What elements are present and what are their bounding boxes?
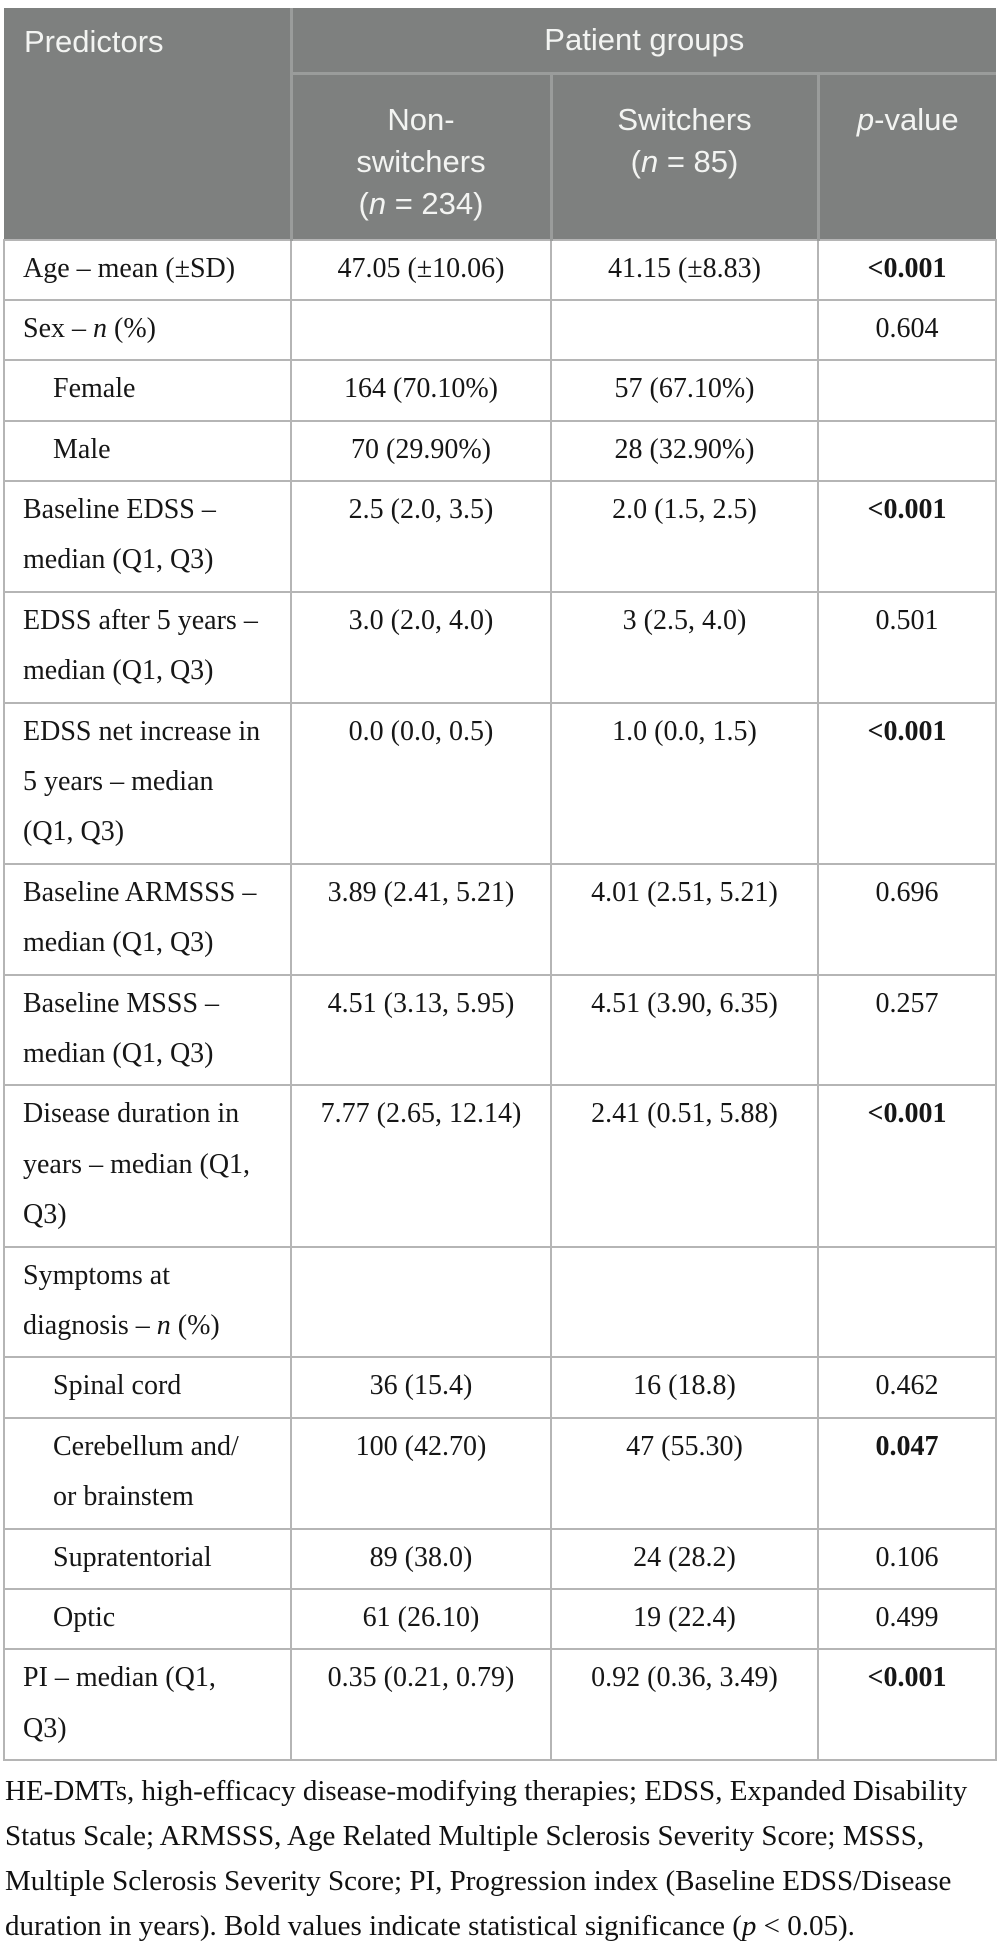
switchers-value-cell: 2.41 (0.51, 5.88) [550, 1084, 819, 1248]
p-value-cell: <0.001 [816, 238, 998, 301]
non-switchers-value-cell: 4.51 (3.13, 5.95) [290, 973, 552, 1087]
p-value-cell [816, 1245, 998, 1359]
switchers-value-cell: 16 (18.8) [550, 1356, 819, 1419]
p-value-cell: <0.001 [816, 701, 998, 865]
predictor-cell: EDSS after 5 years – median (Q1, Q3) [3, 590, 292, 704]
predictor-cell: Supratentorial [3, 1527, 292, 1590]
predictor-cell: Baseline MSSS – median (Q1, Q3) [3, 973, 292, 1087]
header-patient-groups: Patient groups [289, 8, 997, 75]
switchers-value-cell: 28 (32.90%) [550, 419, 819, 483]
p-value-cell [816, 419, 998, 483]
header-row-columns: Non-switchers (n = 234) Switchers (n = 85)… [4, 73, 997, 240]
switchers-value-cell [550, 298, 819, 362]
table-row: Age – mean (±SD) 47.05 (±10.06) 41.15 (±8.… [3, 238, 998, 301]
header-row-groups: Predictors Patient groups [4, 8, 997, 240]
table-row: Symptoms at diagnosis – n (%) [3, 1245, 998, 1359]
non-switchers-value-cell: 70 (29.90%) [290, 419, 552, 483]
non-switchers-value-cell: 47.05 (±10.06) [290, 238, 552, 301]
p-value-cell [816, 359, 998, 422]
non-switchers-value-cell: 0.0 (0.0, 0.5) [290, 701, 552, 865]
predictor-cell: Sex – n (%) [3, 298, 292, 362]
predictors-table: Predictors Patient groups Non-switchers(… [3, 8, 998, 1762]
p-value-cell: 0.501 [816, 590, 998, 704]
table-row: Baseline EDSS – median (Q1, Q3) 2.5 (2.0, … [3, 480, 998, 593]
predictor-cell: Disease duration in years – median (Q1, Q3… [3, 1084, 292, 1248]
table-row: PI – median (Q1, Q3) 0.35 (0.21, 0.79) 0.92… [3, 1648, 998, 1762]
non-switchers-value-cell: 2.5 (2.0, 3.5) [290, 480, 552, 593]
switchers-value-cell: 47 (55.30) [550, 1416, 819, 1530]
non-switchers-value-cell: 61 (26.10) [290, 1587, 552, 1651]
predictor-cell: Symptoms at diagnosis – n (%) [3, 1245, 292, 1359]
p-value-cell: 0.257 [816, 973, 998, 1087]
switchers-value-cell: 4.01 (2.51, 5.21) [550, 862, 819, 976]
predictor-cell: Male [3, 419, 292, 483]
non-switchers-value-cell: 0.35 (0.21, 0.79) [290, 1648, 552, 1762]
predictor-cell: Female [3, 359, 292, 422]
table-row: Female 164 (70.10%) 57 (67.10%) [3, 359, 998, 422]
switchers-value-cell: 0.92 (0.36, 3.49) [550, 1648, 819, 1762]
table-body: Age – mean (±SD) 47.05 (±10.06) 41.15 (±8.… [3, 238, 998, 1762]
switchers-value-cell: 19 (22.4) [550, 1587, 819, 1651]
p-value-cell: <0.001 [816, 1084, 998, 1248]
p-value-cell: 0.499 [816, 1587, 998, 1651]
p-value-cell: 0.106 [816, 1527, 998, 1590]
table-row: Optic 61 (26.10) 19 (22.4) 0.499 [3, 1587, 998, 1651]
non-switchers-value-cell: 89 (38.0) [290, 1527, 552, 1590]
table-row: EDSS net increase in 5 years – median (Q1,… [3, 701, 998, 865]
predictor-cell: Baseline ARMSSS – median (Q1, Q3) [3, 862, 292, 976]
predictor-cell: Baseline EDSS – median (Q1, Q3) [3, 480, 292, 593]
non-switchers-value-cell: 164 (70.10%) [290, 359, 552, 422]
table-row: Sex – n (%) 0.604 [3, 298, 998, 362]
predictor-cell: Age – mean (±SD) [3, 238, 292, 301]
table-row: Spinal cord 36 (15.4) 16 (18.8) 0.462 [3, 1356, 998, 1419]
table-row: Baseline ARMSSS – median (Q1, Q3) 3.89 (2.… [3, 862, 998, 976]
table-header: Predictors Patient groups Non-switchers(… [4, 8, 997, 240]
switchers-value-cell: 4.51 (3.90, 6.35) [550, 973, 819, 1087]
non-switchers-value-cell: 7.77 (2.65, 12.14) [290, 1084, 552, 1248]
table-footnote: HE-DMTs, high-efficacy disease-modifying… [5, 1775, 968, 1942]
table-row: EDSS after 5 years – median (Q1, Q3) 3.0 (… [3, 590, 998, 704]
p-value-cell: 0.462 [816, 1356, 998, 1419]
switchers-value-cell: 57 (67.10%) [550, 359, 819, 422]
header-p-value: p-value [816, 73, 997, 240]
p-value-cell: <0.001 [816, 1648, 998, 1762]
non-switchers-value-cell: 100 (42.70) [290, 1416, 552, 1530]
non-switchers-value-cell [290, 1245, 552, 1359]
non-switchers-value-cell: 3.89 (2.41, 5.21) [290, 862, 552, 976]
table-row: Male 70 (29.90%) 28 (32.90%) [3, 419, 998, 483]
predictor-cell: Spinal cord [3, 1356, 292, 1419]
predictor-cell: PI – median (Q1, Q3) [3, 1648, 292, 1762]
non-switchers-value-cell [290, 298, 552, 362]
table-row: Supratentorial 89 (38.0) 24 (28.2) 0.106 [3, 1527, 998, 1590]
predictor-cell: Cerebellum and/or brainstem [3, 1416, 292, 1530]
p-value-cell: <0.001 [816, 480, 998, 593]
switchers-value-cell: 3 (2.5, 4.0) [550, 590, 819, 704]
p-value-cell: 0.696 [816, 862, 998, 976]
header-switchers: Switchers (n = 85) [549, 73, 818, 240]
header-non-switchers: Non-switchers (n = 234) [289, 73, 551, 240]
switchers-value-cell [550, 1245, 819, 1359]
non-switchers-value-cell: 3.0 (2.0, 4.0) [290, 590, 552, 704]
table-row: Cerebellum and/or brainstem 100 (42.70) 47… [3, 1416, 998, 1530]
p-value-cell: 0.604 [816, 298, 998, 362]
switchers-value-cell: 1.0 (0.0, 1.5) [550, 701, 819, 865]
table-row: Baseline MSSS – median (Q1, Q3) 4.51 (3.13… [3, 973, 998, 1087]
non-switchers-value-cell: 36 (15.4) [290, 1356, 552, 1419]
header-predictors: Predictors [4, 8, 291, 240]
p-value-cell: 0.047 [816, 1416, 998, 1530]
predictor-cell: EDSS net increase in 5 years – median (Q1,… [3, 701, 292, 865]
switchers-value-cell: 24 (28.2) [550, 1527, 819, 1590]
predictor-cell: Optic [3, 1587, 292, 1651]
table-row: Disease duration in years – median (Q1, Q3… [3, 1084, 998, 1248]
switchers-value-cell: 2.0 (1.5, 2.5) [550, 480, 819, 593]
switchers-value-cell: 41.15 (±8.83) [550, 238, 819, 301]
